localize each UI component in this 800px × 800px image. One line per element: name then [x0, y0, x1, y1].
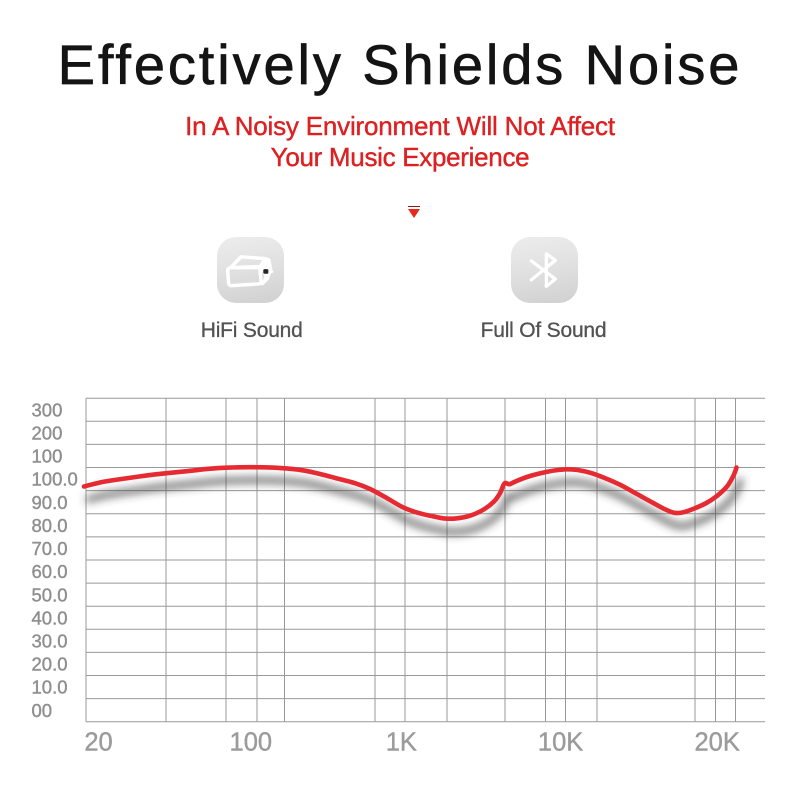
- svg-text:200: 200: [32, 423, 63, 444]
- svg-text:20: 20: [84, 729, 112, 757]
- svg-text:100: 100: [32, 446, 63, 467]
- svg-text:20K: 20K: [695, 729, 740, 757]
- svg-text:00: 00: [32, 700, 53, 721]
- svg-text:30.0: 30.0: [32, 631, 68, 652]
- svg-text:80.0: 80.0: [32, 515, 68, 536]
- svg-text:100.0: 100.0: [32, 469, 78, 490]
- svg-text:90.0: 90.0: [32, 492, 68, 513]
- svg-text:50.0: 50.0: [32, 584, 68, 605]
- svg-text:1K: 1K: [386, 729, 417, 757]
- svg-text:60.0: 60.0: [32, 561, 68, 582]
- svg-text:70.0: 70.0: [32, 538, 68, 559]
- svg-text:10.0: 10.0: [32, 677, 68, 698]
- svg-text:300: 300: [32, 399, 63, 420]
- svg-text:40.0: 40.0: [32, 607, 68, 628]
- svg-text:100: 100: [230, 729, 273, 757]
- svg-text:10K: 10K: [538, 729, 583, 757]
- svg-text:20.0: 20.0: [32, 654, 68, 675]
